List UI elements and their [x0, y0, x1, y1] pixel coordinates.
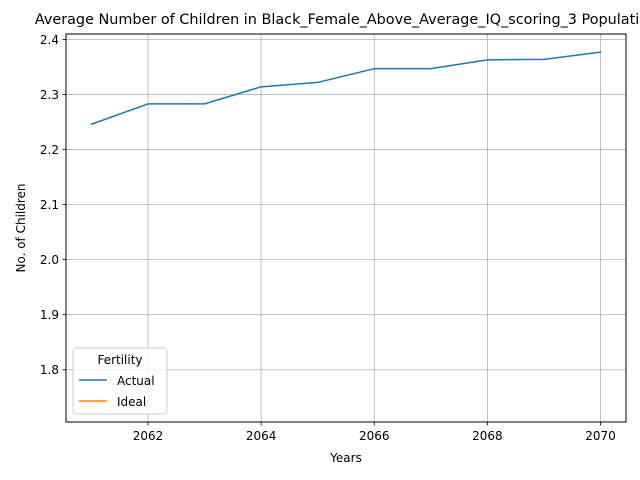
y-axis-label: No. of Children — [14, 183, 28, 272]
plot-frame — [65, 33, 627, 423]
data-point — [260, 86, 262, 88]
data-point — [147, 103, 149, 105]
y-tick-label: 2.4 — [40, 33, 59, 47]
legend: Fertility Actual Ideal — [72, 347, 168, 415]
y-axis: 1.8 1.9 2.0 2.1 2.2 2.3 2.4 — [40, 33, 66, 377]
grid — [66, 34, 626, 422]
y-tick-label: 1.8 — [40, 363, 59, 377]
legend-title: Fertility — [97, 353, 142, 367]
y-tick-label: 2.1 — [40, 198, 59, 212]
data-point — [486, 59, 489, 61]
legend-label-actual: Actual — [117, 374, 155, 388]
x-tick-label: 2068 — [472, 429, 503, 443]
x-tick-label: 2064 — [246, 429, 277, 443]
data-point — [543, 58, 545, 61]
y-tick-label: 2.2 — [40, 143, 59, 157]
x-axis: 2062 2064 2066 2068 2070 — [133, 422, 616, 443]
y-tick-label: 1.9 — [40, 308, 59, 322]
legend-label-ideal: Ideal — [117, 395, 146, 409]
series-line-actual — [91, 51, 601, 125]
y-tick-label: 2.3 — [40, 88, 59, 102]
legend-box — [72, 347, 168, 415]
data-point — [90, 123, 93, 126]
data-point — [599, 51, 602, 53]
x-tick-label: 2062 — [133, 429, 164, 443]
data-point — [373, 67, 376, 70]
series-group — [90, 51, 602, 126]
chart-title: Average Number of Children in Black_Fema… — [35, 12, 640, 28]
data-point — [203, 103, 206, 105]
x-axis-label: Years — [329, 451, 362, 465]
x-tick-label: 2070 — [585, 429, 616, 443]
data-point — [316, 81, 319, 84]
x-tick-label: 2066 — [359, 429, 390, 443]
data-point — [430, 67, 432, 70]
y-tick-label: 2.0 — [40, 253, 59, 267]
